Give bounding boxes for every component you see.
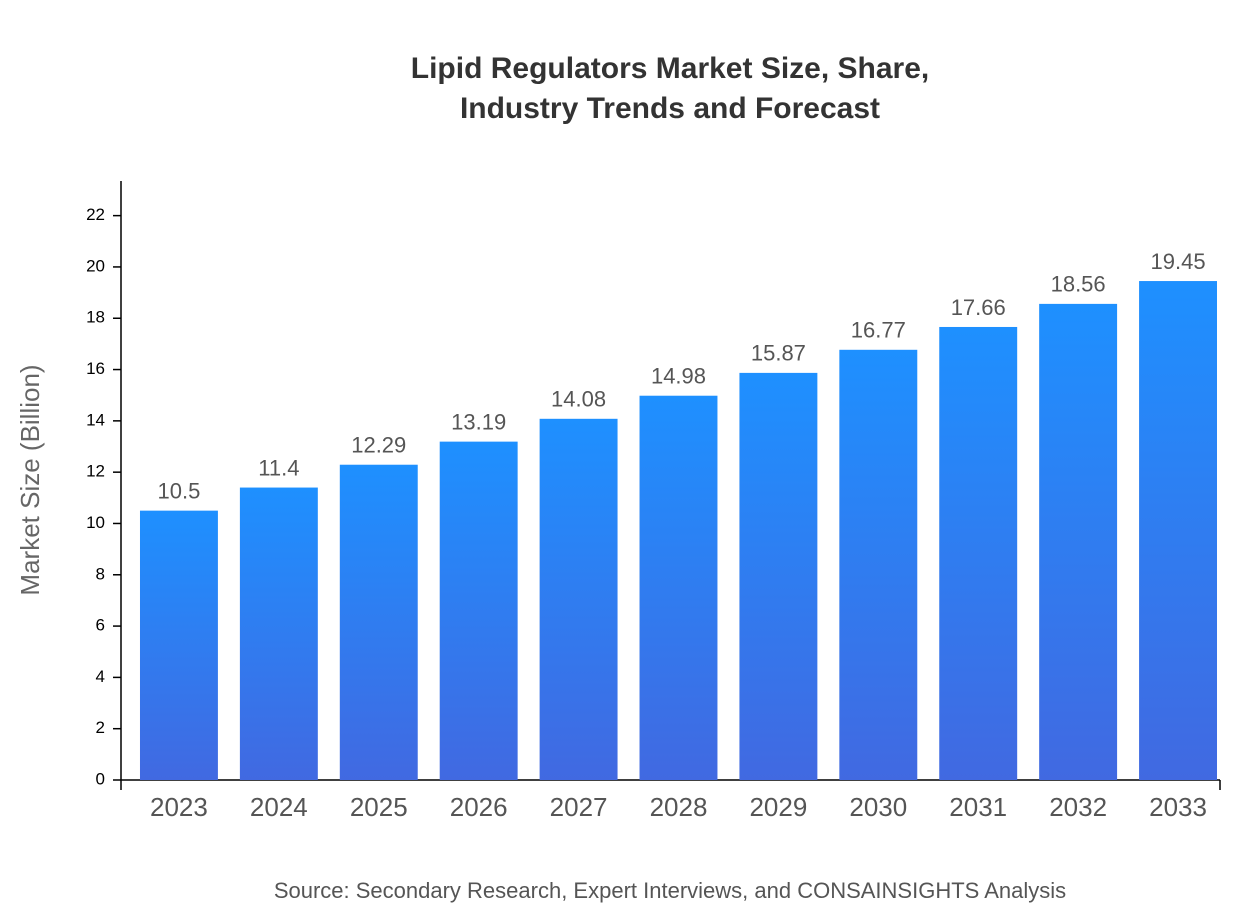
value-label: 17.66 (951, 295, 1006, 320)
value-label: 19.45 (1151, 249, 1206, 274)
bar (439, 441, 518, 780)
x-tick-label: 2029 (749, 792, 807, 822)
x-tick-label: 2027 (550, 792, 608, 822)
y-tick-label: 22 (86, 205, 105, 224)
chart-title: Industry Trends and Forecast (460, 92, 880, 125)
bar (739, 372, 818, 780)
value-label: 18.56 (1051, 272, 1106, 297)
y-tick-label: 14 (86, 410, 105, 429)
bar (139, 510, 218, 780)
y-tick-label: 8 (96, 564, 105, 583)
x-tick-label: 2033 (1149, 792, 1207, 822)
value-label: 10.5 (158, 478, 201, 503)
y-tick-label: 4 (96, 667, 105, 686)
y-tick-label: 18 (86, 308, 105, 327)
source-note: Source: Secondary Research, Expert Inter… (274, 878, 1066, 903)
bar (1139, 281, 1218, 780)
value-label: 13.19 (451, 409, 506, 434)
y-tick-label: 10 (86, 513, 105, 532)
bar (339, 464, 418, 780)
x-tick-label: 2030 (849, 792, 907, 822)
x-tick-label: 2031 (949, 792, 1007, 822)
bar (1039, 303, 1118, 780)
value-label: 14.08 (551, 387, 606, 412)
x-tick-label: 2028 (650, 792, 708, 822)
y-tick-label: 0 (96, 769, 105, 788)
x-tick-label: 2024 (250, 792, 308, 822)
bar (639, 395, 718, 780)
value-label: 14.98 (651, 364, 706, 389)
x-tick-label: 2032 (1049, 792, 1107, 822)
x-tick-label: 2026 (450, 792, 508, 822)
y-tick-label: 20 (86, 256, 105, 275)
y-axis-label: Market Size (Billion) (15, 364, 45, 595)
x-tick-label: 2025 (350, 792, 408, 822)
bar (939, 326, 1018, 780)
value-label: 11.4 (258, 455, 299, 480)
bar (239, 487, 318, 780)
y-tick-label: 2 (96, 718, 105, 737)
y-tick-label: 12 (86, 462, 105, 481)
y-tick-label: 16 (86, 359, 105, 378)
value-label: 16.77 (851, 318, 906, 343)
bar (539, 418, 618, 780)
value-label: 12.29 (351, 433, 406, 458)
chart-title: Lipid Regulators Market Size, Share, (411, 52, 929, 85)
bar (839, 349, 918, 780)
y-tick-label: 6 (96, 616, 105, 635)
x-tick-label: 2023 (150, 792, 208, 822)
value-label: 15.87 (751, 341, 806, 366)
